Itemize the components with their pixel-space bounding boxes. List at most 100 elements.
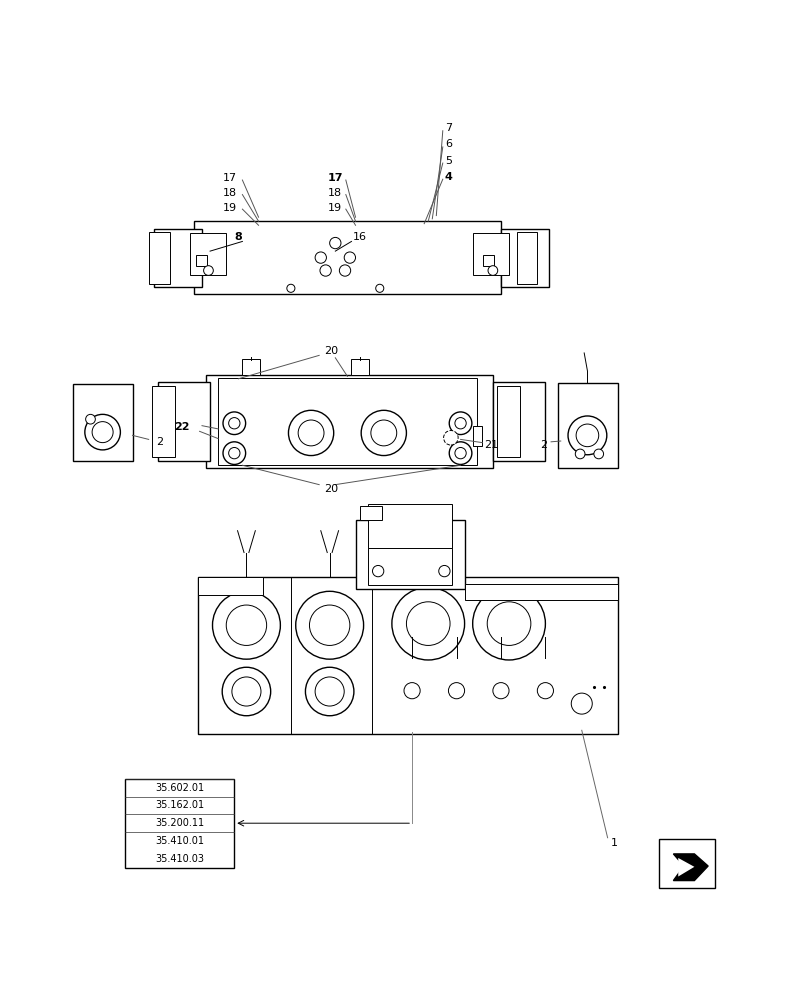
Text: 22: 22 xyxy=(174,422,190,432)
Circle shape xyxy=(406,602,450,645)
Circle shape xyxy=(226,605,267,645)
Circle shape xyxy=(488,266,498,275)
Bar xyxy=(154,229,202,287)
Bar xyxy=(497,386,520,457)
Bar xyxy=(473,426,482,446)
Circle shape xyxy=(223,412,246,435)
Circle shape xyxy=(404,683,420,699)
Text: 21: 21 xyxy=(484,440,499,450)
Bar xyxy=(242,359,260,375)
Circle shape xyxy=(298,420,324,446)
Circle shape xyxy=(455,418,466,429)
Circle shape xyxy=(571,693,592,714)
Circle shape xyxy=(449,412,472,435)
Text: 4: 4 xyxy=(444,172,452,182)
Bar xyxy=(501,229,549,287)
Polygon shape xyxy=(439,678,474,699)
Text: 20: 20 xyxy=(324,484,339,494)
Circle shape xyxy=(473,587,545,660)
Polygon shape xyxy=(394,678,430,699)
Bar xyxy=(483,255,494,266)
Text: 35.602.01: 35.602.01 xyxy=(155,783,204,793)
Bar xyxy=(351,359,369,375)
Circle shape xyxy=(229,418,240,429)
Bar xyxy=(125,779,234,868)
Bar xyxy=(194,221,501,294)
Text: 2: 2 xyxy=(541,440,547,450)
Bar xyxy=(190,233,226,275)
Circle shape xyxy=(439,565,450,577)
Bar xyxy=(360,506,382,520)
Text: 19: 19 xyxy=(223,203,238,213)
Polygon shape xyxy=(483,678,519,699)
Bar xyxy=(198,577,263,595)
Text: 35.200.11: 35.200.11 xyxy=(155,818,204,828)
Circle shape xyxy=(85,414,120,450)
Bar xyxy=(198,577,618,734)
Bar xyxy=(473,233,509,275)
Text: 17: 17 xyxy=(223,173,238,183)
Circle shape xyxy=(371,420,397,446)
Text: 18: 18 xyxy=(223,188,238,198)
Circle shape xyxy=(537,683,553,699)
Text: 35.410.01: 35.410.01 xyxy=(155,836,204,846)
Circle shape xyxy=(392,587,465,660)
Bar xyxy=(206,375,493,468)
Bar xyxy=(149,232,170,284)
Circle shape xyxy=(376,284,384,292)
Circle shape xyxy=(361,410,406,456)
Polygon shape xyxy=(528,678,563,699)
Bar xyxy=(493,382,545,461)
Circle shape xyxy=(288,410,334,456)
Bar xyxy=(73,384,133,461)
Text: 20: 20 xyxy=(324,346,339,356)
Circle shape xyxy=(315,677,344,706)
Text: 6: 6 xyxy=(445,139,452,149)
Bar xyxy=(218,378,477,465)
Circle shape xyxy=(493,683,509,699)
Text: 8: 8 xyxy=(234,232,242,242)
Polygon shape xyxy=(678,858,694,877)
Bar xyxy=(517,232,537,284)
Text: 7: 7 xyxy=(445,123,452,133)
Circle shape xyxy=(320,265,331,276)
Circle shape xyxy=(444,431,458,445)
Circle shape xyxy=(86,414,95,424)
Circle shape xyxy=(309,605,350,645)
Circle shape xyxy=(222,667,271,716)
Circle shape xyxy=(339,265,351,276)
Text: 18: 18 xyxy=(328,188,343,198)
Circle shape xyxy=(92,422,113,443)
Circle shape xyxy=(372,565,384,577)
Bar xyxy=(196,255,207,266)
Text: 5: 5 xyxy=(445,156,452,166)
Bar xyxy=(152,386,175,457)
Circle shape xyxy=(594,449,604,459)
Text: 35.410.03: 35.410.03 xyxy=(155,854,204,864)
Circle shape xyxy=(305,667,354,716)
Circle shape xyxy=(449,442,472,464)
Text: 2: 2 xyxy=(157,437,163,447)
Circle shape xyxy=(223,442,246,464)
Circle shape xyxy=(576,424,599,447)
Polygon shape xyxy=(673,854,708,881)
Bar xyxy=(368,504,452,548)
Circle shape xyxy=(315,252,326,263)
Bar xyxy=(356,520,465,589)
Bar xyxy=(465,584,618,600)
Circle shape xyxy=(213,591,280,659)
Text: 35.162.01: 35.162.01 xyxy=(155,800,204,810)
Circle shape xyxy=(455,447,466,459)
Text: 1: 1 xyxy=(611,838,617,848)
Text: 17: 17 xyxy=(327,173,343,183)
Bar xyxy=(368,548,452,585)
Circle shape xyxy=(330,237,341,249)
Circle shape xyxy=(229,447,240,459)
Circle shape xyxy=(204,266,213,275)
Text: 19: 19 xyxy=(328,203,343,213)
Circle shape xyxy=(296,591,364,659)
Circle shape xyxy=(568,416,607,455)
Bar xyxy=(558,383,618,468)
Circle shape xyxy=(487,602,531,645)
Text: 16: 16 xyxy=(352,232,367,242)
